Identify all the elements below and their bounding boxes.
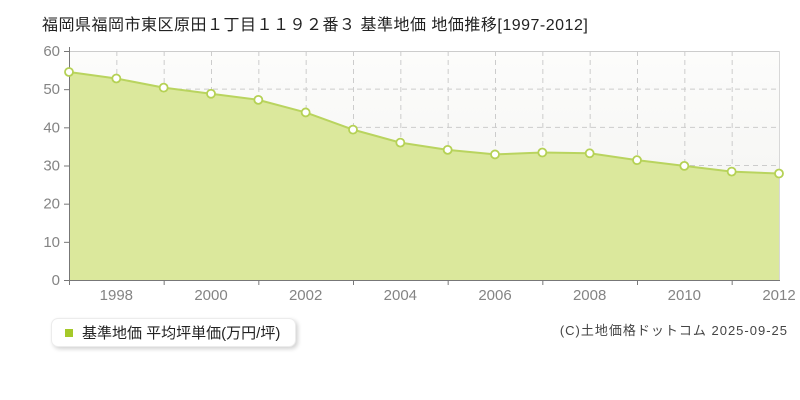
y-tick-label-10: 10 — [43, 234, 60, 251]
y-tick-label-40: 40 — [43, 119, 60, 136]
data-point-2011[interactable] — [726, 166, 737, 177]
copyright-text: (C)土地価格ドットコム 2025-09-25 — [559, 323, 788, 338]
data-point-2010[interactable] — [679, 160, 690, 171]
x-tick-label-2010: 2010 — [668, 287, 701, 304]
data-point-1999[interactable] — [158, 82, 169, 93]
y-tick-label-60: 60 — [43, 43, 60, 60]
x-tick-label-2012: 2012 — [762, 287, 795, 304]
y-tick-label-50: 50 — [43, 81, 60, 98]
y-tick-label-20: 20 — [43, 196, 60, 213]
data-point-2012[interactable] — [774, 168, 784, 179]
x-tick-label-2004: 2004 — [384, 287, 417, 304]
x-tick-label-2000: 2000 — [194, 287, 227, 304]
price-area-fill — [69, 71, 779, 280]
data-point-1998[interactable] — [111, 73, 122, 84]
chart-title: 福岡県福岡市東区原田１丁目１１９２番３ 基準地価 地価推移[1997-2012] — [42, 17, 589, 34]
price-trend-chart: 0 10 20 30 40 50 60 1998 2000 2002 2004 2006 2008 201… — [43, 43, 795, 304]
y-tick-label-0: 0 — [52, 272, 60, 289]
data-point-2007[interactable] — [537, 147, 548, 158]
x-tick-label-2006: 2006 — [478, 287, 511, 304]
data-point-2009[interactable] — [632, 155, 642, 166]
data-point-2006[interactable] — [490, 149, 500, 160]
data-point-1997[interactable] — [64, 67, 74, 77]
data-point-2000[interactable] — [206, 88, 216, 99]
legend-swatch — [65, 328, 73, 337]
x-tick-label-2002: 2002 — [289, 287, 322, 304]
price-line — [68, 70, 780, 175]
data-point-2008[interactable] — [584, 148, 595, 159]
y-tick-label-30: 30 — [43, 158, 60, 175]
legend-label: 基準地価 平均坪単価(万円/坪) — [82, 325, 281, 342]
legend: 基準地価 平均坪単価(万円/坪) — [51, 318, 297, 347]
data-point-2003[interactable] — [348, 124, 358, 135]
data-point-2004[interactable] — [395, 137, 406, 148]
x-tick-label-2008: 2008 — [573, 287, 606, 304]
data-point-2001[interactable] — [253, 94, 264, 105]
data-point-2002[interactable] — [300, 107, 311, 118]
data-point-2005[interactable] — [442, 144, 453, 155]
x-tick-label-1998: 1998 — [100, 287, 133, 304]
